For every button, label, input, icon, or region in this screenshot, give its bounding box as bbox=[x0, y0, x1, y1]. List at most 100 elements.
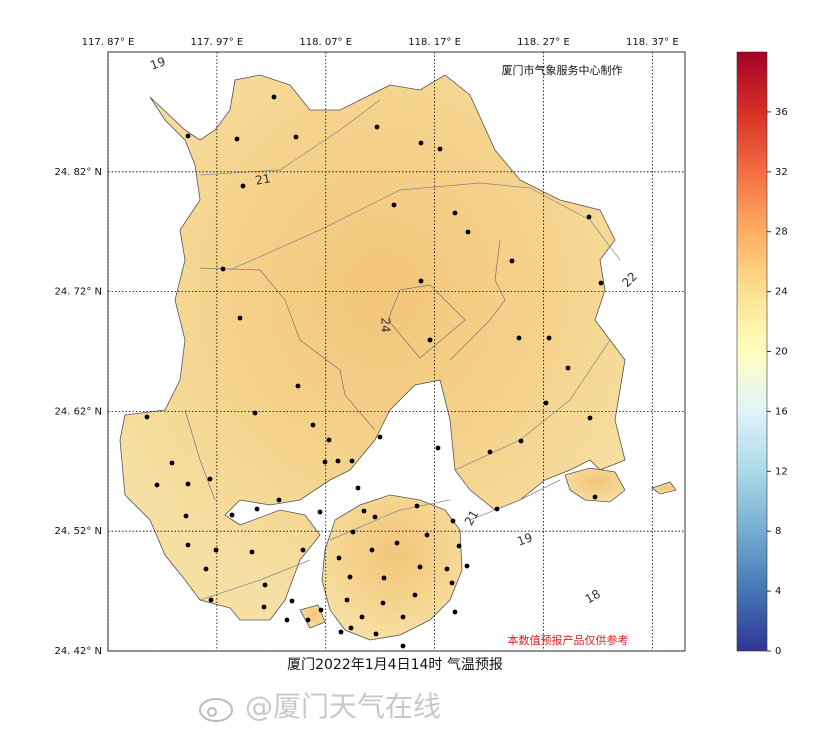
station bbox=[254, 506, 260, 512]
xiamen-island bbox=[321, 494, 463, 641]
station bbox=[289, 598, 295, 604]
station bbox=[565, 365, 571, 371]
y-tick-label: 24. 42° N bbox=[55, 646, 102, 657]
station bbox=[400, 643, 406, 649]
station bbox=[373, 631, 379, 637]
station bbox=[183, 513, 189, 519]
station bbox=[543, 400, 549, 406]
station bbox=[348, 625, 354, 631]
station bbox=[355, 485, 361, 491]
y-tick-label: 24. 72° N bbox=[55, 287, 102, 298]
disclaimer: 本数值预报产品仅供参考 bbox=[508, 633, 629, 647]
station bbox=[587, 415, 593, 421]
mainland bbox=[119, 74, 626, 621]
station bbox=[412, 592, 418, 598]
station bbox=[229, 512, 235, 518]
station bbox=[516, 335, 522, 341]
graticule: 117. 87° E 117. 97° E 118. 07° E 118. 17° E… bbox=[55, 37, 685, 657]
x-tick-label: 118. 27° E bbox=[517, 37, 570, 48]
contour-label: 19 bbox=[515, 530, 534, 548]
station bbox=[338, 629, 344, 635]
station bbox=[220, 266, 226, 272]
station bbox=[240, 183, 246, 189]
station bbox=[317, 509, 323, 515]
station bbox=[414, 503, 420, 509]
station bbox=[592, 494, 598, 500]
contour-label: 19 bbox=[148, 54, 167, 72]
colorbar-tick-label: 20 bbox=[775, 347, 788, 358]
station bbox=[335, 458, 341, 464]
colorbar-tick-label: 4 bbox=[775, 586, 781, 597]
station bbox=[444, 566, 450, 572]
colorbar-tick-label: 8 bbox=[775, 526, 781, 537]
station bbox=[347, 574, 353, 580]
station bbox=[586, 214, 592, 220]
station bbox=[452, 210, 458, 216]
station bbox=[487, 449, 493, 455]
station bbox=[598, 280, 604, 286]
station bbox=[234, 136, 240, 142]
station bbox=[154, 482, 160, 488]
station bbox=[435, 445, 441, 451]
station bbox=[237, 315, 243, 321]
station bbox=[207, 476, 213, 482]
boundaries bbox=[184, 239, 506, 501]
stations bbox=[144, 94, 604, 649]
station bbox=[509, 258, 515, 264]
small-island bbox=[651, 481, 677, 495]
station bbox=[293, 134, 299, 140]
contours bbox=[199, 99, 621, 601]
station bbox=[271, 94, 277, 100]
colorbar-ticks: 0 4 8 12 16 20 24 28 32 36 bbox=[767, 107, 788, 657]
station bbox=[350, 529, 356, 535]
x-tick-label: 117. 87° E bbox=[82, 37, 135, 48]
station bbox=[374, 124, 380, 130]
contour-label: 21 bbox=[254, 171, 271, 187]
station bbox=[203, 566, 209, 572]
station bbox=[427, 337, 433, 343]
y-tick-label: 24. 82° N bbox=[55, 167, 102, 178]
station bbox=[361, 508, 367, 514]
station bbox=[318, 607, 324, 613]
station bbox=[185, 133, 191, 139]
station bbox=[372, 514, 378, 520]
colorbar-tick-label: 28 bbox=[775, 227, 788, 238]
station bbox=[262, 582, 268, 588]
small-island bbox=[564, 467, 626, 503]
colorbar-tick-label: 36 bbox=[775, 107, 788, 118]
station bbox=[417, 564, 423, 570]
colorbar-tick-label: 32 bbox=[775, 167, 788, 178]
credit: 厦门市气象服务中心制作 bbox=[502, 63, 623, 77]
station bbox=[359, 614, 365, 620]
station bbox=[377, 434, 383, 440]
x-tick-label: 118. 17° E bbox=[408, 37, 461, 48]
contour-label: 24 bbox=[379, 317, 393, 332]
station bbox=[276, 497, 282, 503]
station bbox=[465, 229, 471, 235]
colorbar-tick-label: 0 bbox=[775, 646, 781, 657]
station bbox=[213, 547, 219, 553]
station bbox=[284, 617, 290, 623]
station bbox=[450, 518, 456, 524]
station bbox=[449, 580, 455, 586]
station bbox=[185, 481, 191, 487]
station bbox=[494, 506, 500, 512]
x-tick-label: 118. 07° E bbox=[299, 37, 352, 48]
title: 厦门2022年1月4日14时 气温预报 bbox=[287, 657, 503, 673]
station bbox=[380, 600, 386, 606]
land bbox=[119, 74, 677, 641]
station bbox=[295, 383, 301, 389]
watermark-logo bbox=[199, 698, 233, 722]
station bbox=[452, 609, 458, 615]
station bbox=[437, 146, 443, 152]
station bbox=[381, 575, 387, 581]
station bbox=[400, 614, 406, 620]
station bbox=[322, 459, 328, 465]
station bbox=[336, 555, 342, 561]
station bbox=[249, 549, 255, 555]
y-tick-label: 24. 62° N bbox=[55, 406, 102, 417]
station bbox=[546, 335, 552, 341]
watermark: @厦门天气在线 bbox=[245, 690, 441, 723]
station bbox=[394, 540, 400, 546]
